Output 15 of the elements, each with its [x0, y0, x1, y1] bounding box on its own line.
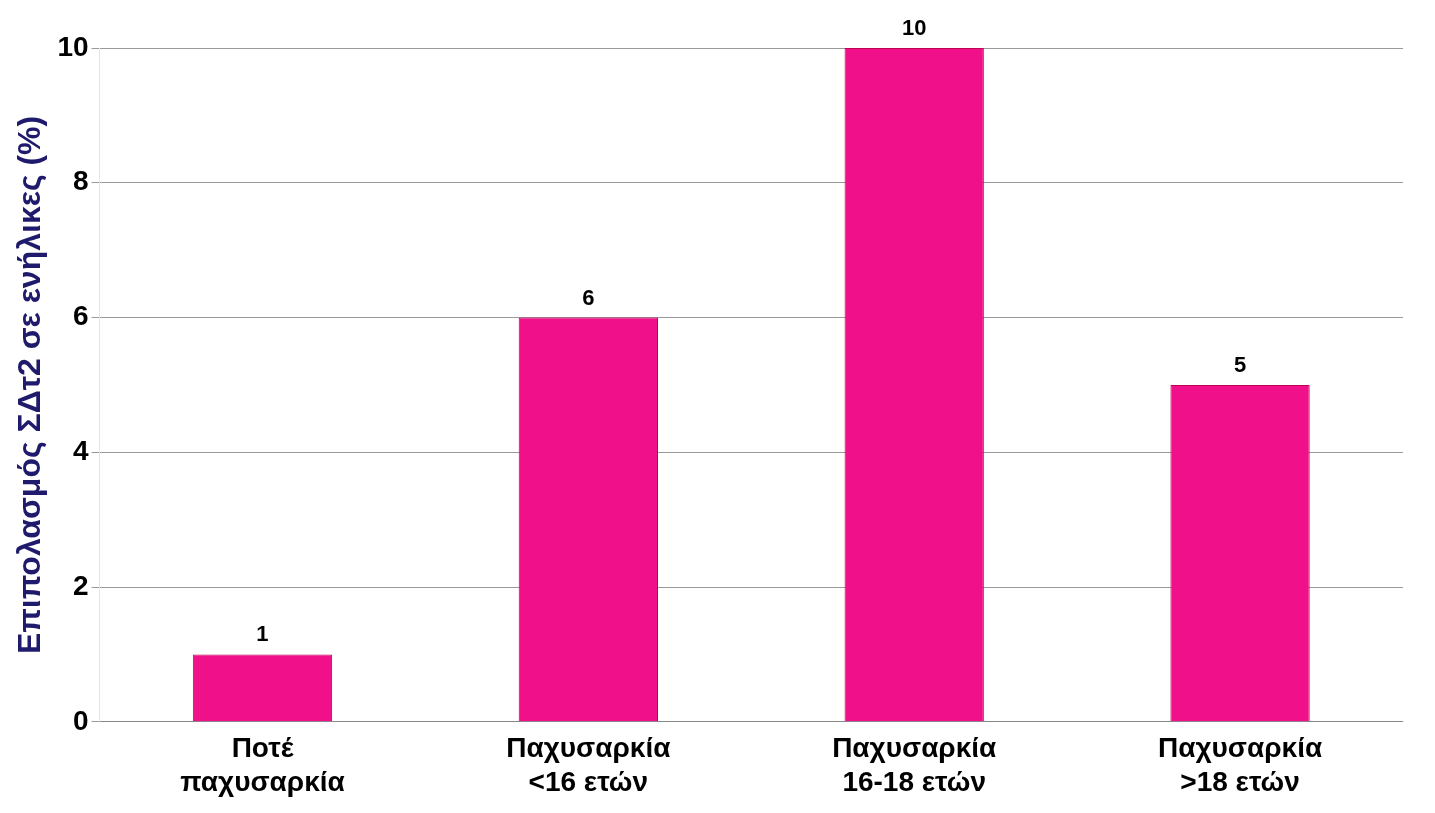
x-tick-label: Παχυσαρκία <16 ετών: [506, 732, 671, 797]
y-tick-label: 6: [72, 300, 89, 332]
data-label: 10: [901, 15, 927, 41]
x-tick-label: Ποτέ παχυσαρκία: [180, 732, 345, 797]
y-tick-label: 0: [72, 704, 89, 736]
data-label: 6: [582, 284, 595, 310]
data-label: 5: [1233, 351, 1247, 377]
y-tick-label: 10: [57, 30, 89, 62]
x-tick-label: Παχυσαρκία 16-18 ετών: [832, 732, 997, 797]
x-tick-label: Παχυσαρκία >18 ετών: [1157, 732, 1323, 797]
y-tick-label: 2: [72, 569, 89, 601]
data-label: 1: [256, 621, 269, 647]
y-tick-label: 8: [72, 165, 89, 197]
y-tick-label: 4: [72, 435, 89, 466]
y-axis-title: Επιπολασμός ΣΔτ2 σε ενήλικες (%): [11, 115, 48, 654]
